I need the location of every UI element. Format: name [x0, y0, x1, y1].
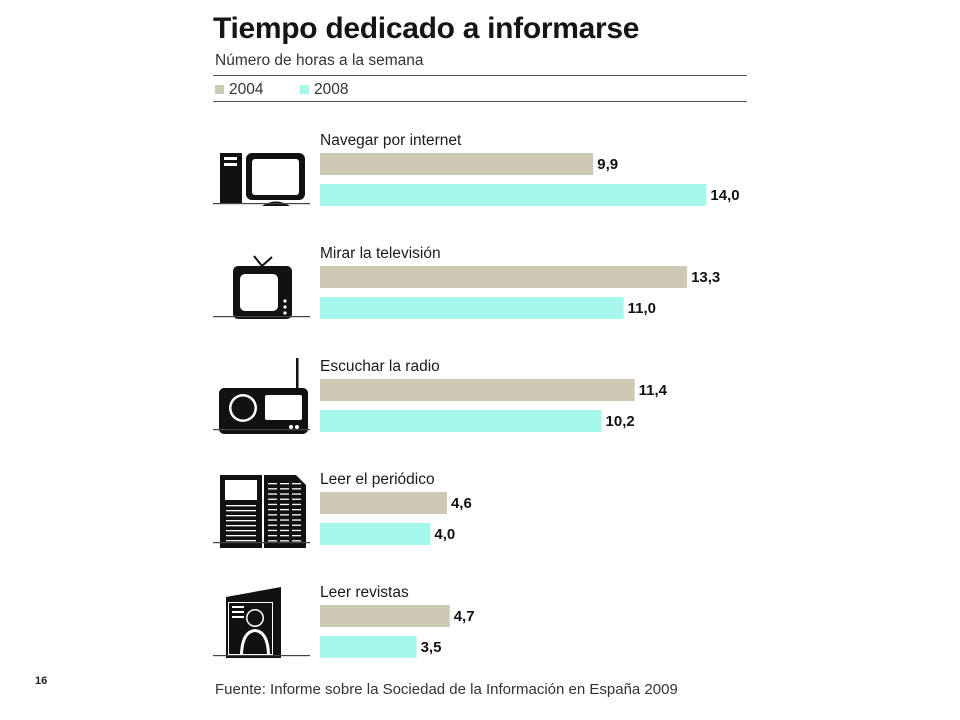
category-label: Mirar la televisión: [320, 245, 441, 262]
radio-icon: [219, 358, 308, 434]
value-label-2004: 9,9: [597, 156, 618, 173]
legend-swatch-2008: [300, 85, 309, 94]
bar-2008: [320, 636, 417, 658]
bar-2008: [320, 523, 431, 545]
category-label: Navegar por internet: [320, 132, 462, 149]
bar-2004: [320, 379, 635, 401]
category-label: Leer revistas: [320, 584, 409, 601]
icon-baseline: [213, 655, 310, 657]
value-label-2004: 13,3: [691, 269, 720, 286]
bar-2004: [320, 492, 447, 514]
bar-2004: [320, 605, 450, 627]
top-divider: [213, 75, 747, 76]
icon-baseline: [213, 429, 310, 431]
legend-label-2004: 2004: [229, 81, 264, 98]
computer-icon: [220, 153, 305, 206]
magazine-icon: [226, 587, 281, 658]
legend-label-2008: 2008: [314, 81, 349, 98]
value-label-2008: 3,5: [421, 639, 442, 656]
icon-baseline: [213, 542, 310, 544]
chart-title: Tiempo dedicado a informarse: [213, 12, 640, 45]
icon-baseline: [213, 203, 310, 205]
bar-2008: [320, 297, 624, 319]
category-label: Escuchar la radio: [320, 358, 440, 375]
source-note: Fuente: Informe sobre la Sociedad de la …: [215, 681, 678, 698]
television-icon: [233, 255, 292, 319]
page-number: 16: [35, 675, 48, 687]
bar-2008: [320, 410, 602, 432]
legend-swatch-2004: [215, 85, 224, 94]
legend-divider: [213, 101, 747, 102]
value-label-2008: 10,2: [606, 413, 635, 430]
category-label: Leer el periódico: [320, 471, 435, 488]
icon-baseline: [213, 316, 310, 318]
value-label-2004: 11,4: [639, 382, 668, 399]
newspaper-icon: [220, 475, 306, 548]
bar-2004: [320, 153, 594, 175]
value-label-2004: 4,7: [454, 608, 475, 625]
value-label-2008: 4,0: [434, 526, 455, 543]
bar-2008: [320, 184, 707, 206]
value-label-2008: 14,0: [710, 187, 739, 204]
value-label-2008: 11,0: [628, 300, 656, 317]
value-label-2004: 4,6: [451, 495, 472, 512]
chart-subtitle: Número de horas a la semana: [215, 52, 424, 69]
bar-2004: [320, 266, 688, 288]
